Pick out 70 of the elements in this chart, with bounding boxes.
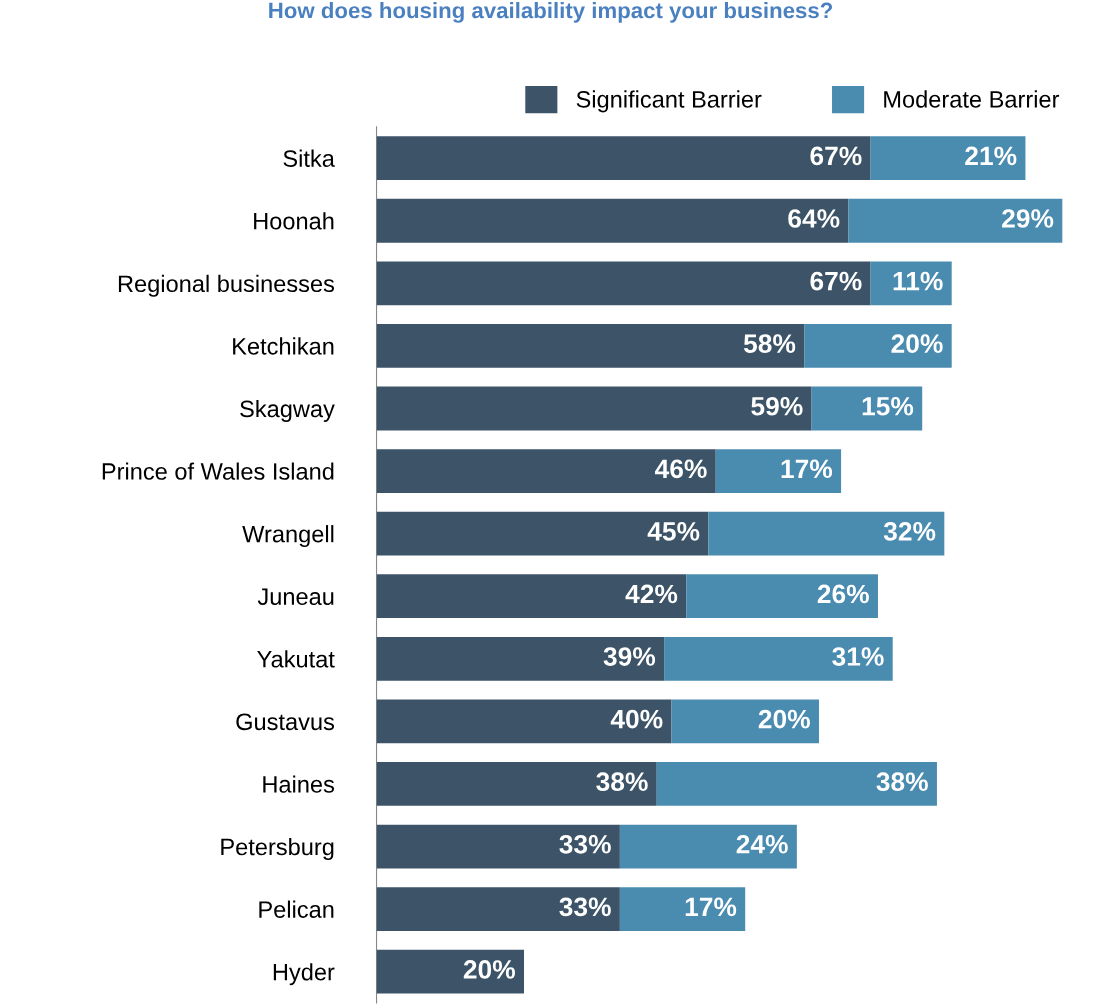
data-label: 33% [559, 834, 611, 854]
y-tick-label: Hoonah [254, 212, 334, 230]
bar [376, 887, 620, 932]
y-tick-label: Juneau [257, 588, 334, 605]
bar [376, 261, 871, 306]
bar [671, 699, 819, 744]
bar [804, 324, 952, 368]
data-label: 67% [810, 271, 862, 291]
data-label: 64% [788, 209, 840, 228]
bar [376, 574, 687, 619]
data-label: 15% [862, 396, 914, 416]
y-tick-label: Gustavus [236, 713, 335, 731]
data-label: 17% [685, 897, 737, 917]
bar [656, 762, 937, 806]
data-label: 45% [647, 522, 700, 541]
data-label: 26% [817, 584, 869, 604]
bar [376, 198, 849, 243]
bar [619, 824, 797, 869]
data-label: 59% [751, 396, 803, 416]
legend-label: Significant Barrier [576, 90, 762, 113]
bar [715, 449, 842, 493]
bar [376, 699, 672, 744]
data-label: 32% [883, 522, 936, 541]
bar [376, 762, 657, 806]
y-tick-label: Hyder [273, 963, 335, 986]
legend-label: Moderate Barrier [884, 90, 1060, 108]
chart-title: How does housing availability impact your business? [269, 2, 833, 23]
bar [870, 136, 1026, 181]
data-label: 29% [1002, 209, 1054, 228]
data-label: 11% [893, 271, 943, 291]
y-tick-label: Ketchikan [233, 337, 334, 355]
data-label: 46% [654, 459, 707, 479]
data-label: 31% [832, 647, 884, 666]
bar [376, 824, 620, 869]
bar [376, 324, 805, 368]
data-label: 39% [603, 647, 656, 666]
bar [708, 511, 945, 556]
bar [619, 887, 746, 932]
data-label: 67% [810, 146, 862, 166]
data-label: 20% [463, 960, 515, 979]
data-label: 24% [736, 834, 788, 854]
bar [376, 449, 716, 493]
y-tick-label: Pelican [259, 900, 334, 918]
data-label: 21% [965, 146, 1017, 166]
bar [870, 261, 952, 306]
y-tick-label: Skagway [240, 399, 335, 422]
data-label: 20% [758, 709, 810, 729]
bar [686, 574, 878, 619]
bar [848, 198, 1063, 243]
bar [376, 511, 709, 556]
y-tick-label: Yakutat [257, 650, 335, 668]
bar [376, 386, 812, 431]
data-label: 38% [596, 772, 648, 792]
data-label: 33% [559, 897, 611, 917]
y-tick-label: Regional businesses [118, 274, 335, 297]
data-label: 20% [891, 334, 943, 353]
data-label: 58% [743, 334, 796, 353]
data-label: 40% [610, 709, 663, 729]
y-tick-label: Petersburg [221, 837, 334, 860]
y-tick-label: Prince of Wales Island [102, 462, 334, 480]
bar [376, 636, 665, 681]
data-label: 17% [781, 459, 833, 479]
y-tick-label: Haines [263, 775, 335, 793]
y-tick-label: Sitka [283, 149, 335, 167]
bar [376, 949, 525, 994]
y-tick-label: Wrangell [242, 525, 334, 548]
data-label: 42% [625, 584, 678, 604]
bar [664, 636, 893, 681]
bar [376, 136, 871, 181]
data-label: 38% [876, 772, 928, 792]
